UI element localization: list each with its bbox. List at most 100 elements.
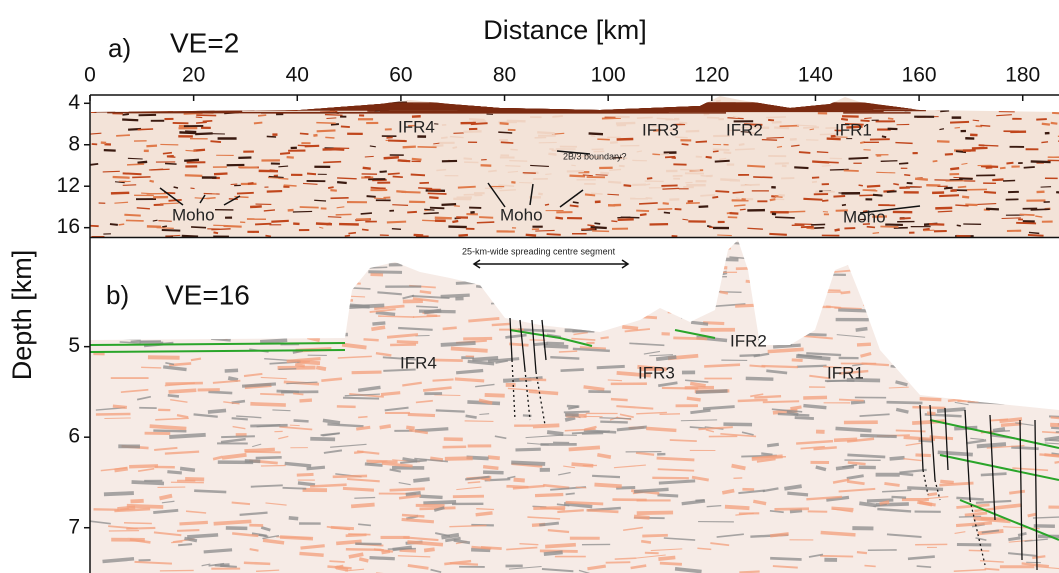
- texture-stroke: [767, 444, 779, 445]
- texture-stroke: [849, 158, 869, 159]
- texture-stroke: [390, 489, 425, 490]
- texture-stroke: [1029, 232, 1039, 233]
- texture-stroke: [165, 164, 177, 165]
- texture-stroke: [857, 552, 867, 553]
- texture-stroke: [533, 425, 559, 426]
- texture-stroke: [566, 502, 604, 504]
- texture-stroke: [888, 118, 893, 119]
- texture-stroke: [770, 534, 788, 536]
- texture-stroke: [821, 532, 856, 534]
- texture-stroke: [441, 137, 448, 138]
- texture-stroke: [859, 503, 876, 505]
- texture-stroke: [956, 236, 970, 237]
- texture-stroke: [203, 121, 213, 122]
- texture-stroke: [362, 229, 369, 230]
- texture-stroke: [179, 522, 207, 524]
- texture-stroke: [856, 329, 868, 331]
- texture-stroke: [196, 122, 207, 123]
- x-tick-label: 140: [798, 64, 833, 87]
- texture-stroke: [544, 552, 563, 554]
- texture-stroke: [498, 185, 514, 186]
- texture-stroke: [592, 476, 620, 477]
- texture-stroke: [547, 343, 565, 344]
- texture-stroke: [723, 424, 752, 425]
- texture-stroke: [637, 513, 673, 514]
- texture-stroke: [299, 553, 323, 555]
- texture-stroke: [127, 506, 163, 507]
- texture-stroke: [565, 418, 575, 420]
- texture-stroke: [343, 398, 379, 399]
- texture-stroke: [813, 447, 836, 449]
- texture-stroke: [917, 566, 931, 567]
- texture-stroke: [706, 157, 712, 158]
- texture-stroke: [938, 211, 952, 212]
- texture-stroke: [122, 120, 138, 121]
- texture-stroke: [370, 558, 395, 559]
- texture-stroke: [606, 562, 631, 563]
- texture-stroke: [345, 236, 350, 237]
- texture-stroke: [836, 467, 854, 469]
- texture-stroke: [817, 152, 828, 153]
- texture-stroke: [904, 437, 935, 439]
- texture-stroke: [1000, 168, 1006, 169]
- texture-stroke: [380, 426, 391, 428]
- texture-stroke: [981, 166, 998, 167]
- texture-stroke: [1000, 419, 1022, 421]
- texture-stroke: [965, 513, 987, 515]
- texture-stroke: [640, 214, 647, 215]
- texture-stroke: [567, 406, 579, 407]
- texture-stroke: [371, 188, 386, 189]
- texture-stroke: [337, 182, 347, 183]
- texture-stroke: [400, 550, 416, 551]
- texture-stroke: [514, 480, 525, 481]
- texture-stroke: [177, 530, 199, 531]
- texture-stroke: [1031, 209, 1050, 210]
- texture-stroke: [928, 494, 937, 495]
- texture-stroke: [323, 420, 340, 423]
- texture-stroke: [196, 115, 216, 116]
- panel-subtitle: VE=2: [170, 27, 239, 58]
- texture-stroke: [790, 510, 802, 511]
- texture-stroke: [466, 416, 477, 418]
- texture-stroke: [182, 236, 198, 237]
- texture-stroke: [458, 187, 476, 188]
- texture-stroke: [331, 198, 349, 199]
- texture-stroke: [388, 173, 400, 174]
- texture-stroke: [392, 229, 401, 230]
- texture-stroke: [715, 191, 729, 192]
- texture-stroke: [955, 205, 968, 206]
- texture-stroke: [890, 458, 905, 459]
- texture-stroke: [1035, 216, 1042, 217]
- texture-stroke: [179, 132, 196, 133]
- texture-stroke: [150, 426, 187, 428]
- texture-stroke: [615, 558, 637, 559]
- texture-stroke: [660, 563, 682, 564]
- texture-stroke: [602, 118, 621, 119]
- texture-stroke: [564, 412, 590, 413]
- texture-stroke: [545, 545, 576, 547]
- texture-stroke: [662, 388, 698, 389]
- texture-stroke: [752, 456, 783, 459]
- texture-stroke: [428, 193, 447, 194]
- texture-stroke: [844, 170, 859, 171]
- texture-stroke: [545, 204, 549, 205]
- texture-stroke: [349, 305, 384, 307]
- texture-stroke: [1028, 514, 1037, 516]
- annotation: Moho: [172, 205, 215, 224]
- texture-stroke: [331, 124, 339, 125]
- texture-stroke: [784, 486, 801, 489]
- texture-stroke: [132, 482, 164, 483]
- texture-stroke: [927, 413, 935, 414]
- texture-stroke: [725, 507, 750, 508]
- texture-stroke: [537, 132, 554, 133]
- texture-stroke: [169, 390, 197, 392]
- texture-stroke: [673, 338, 707, 339]
- texture-stroke: [162, 230, 181, 231]
- texture-stroke: [1024, 167, 1035, 168]
- texture-stroke: [271, 221, 289, 222]
- texture-stroke: [839, 400, 864, 401]
- texture-stroke: [365, 156, 374, 157]
- texture-stroke: [641, 541, 651, 542]
- x-tick-label: 180: [1005, 64, 1040, 87]
- texture-stroke: [662, 188, 679, 189]
